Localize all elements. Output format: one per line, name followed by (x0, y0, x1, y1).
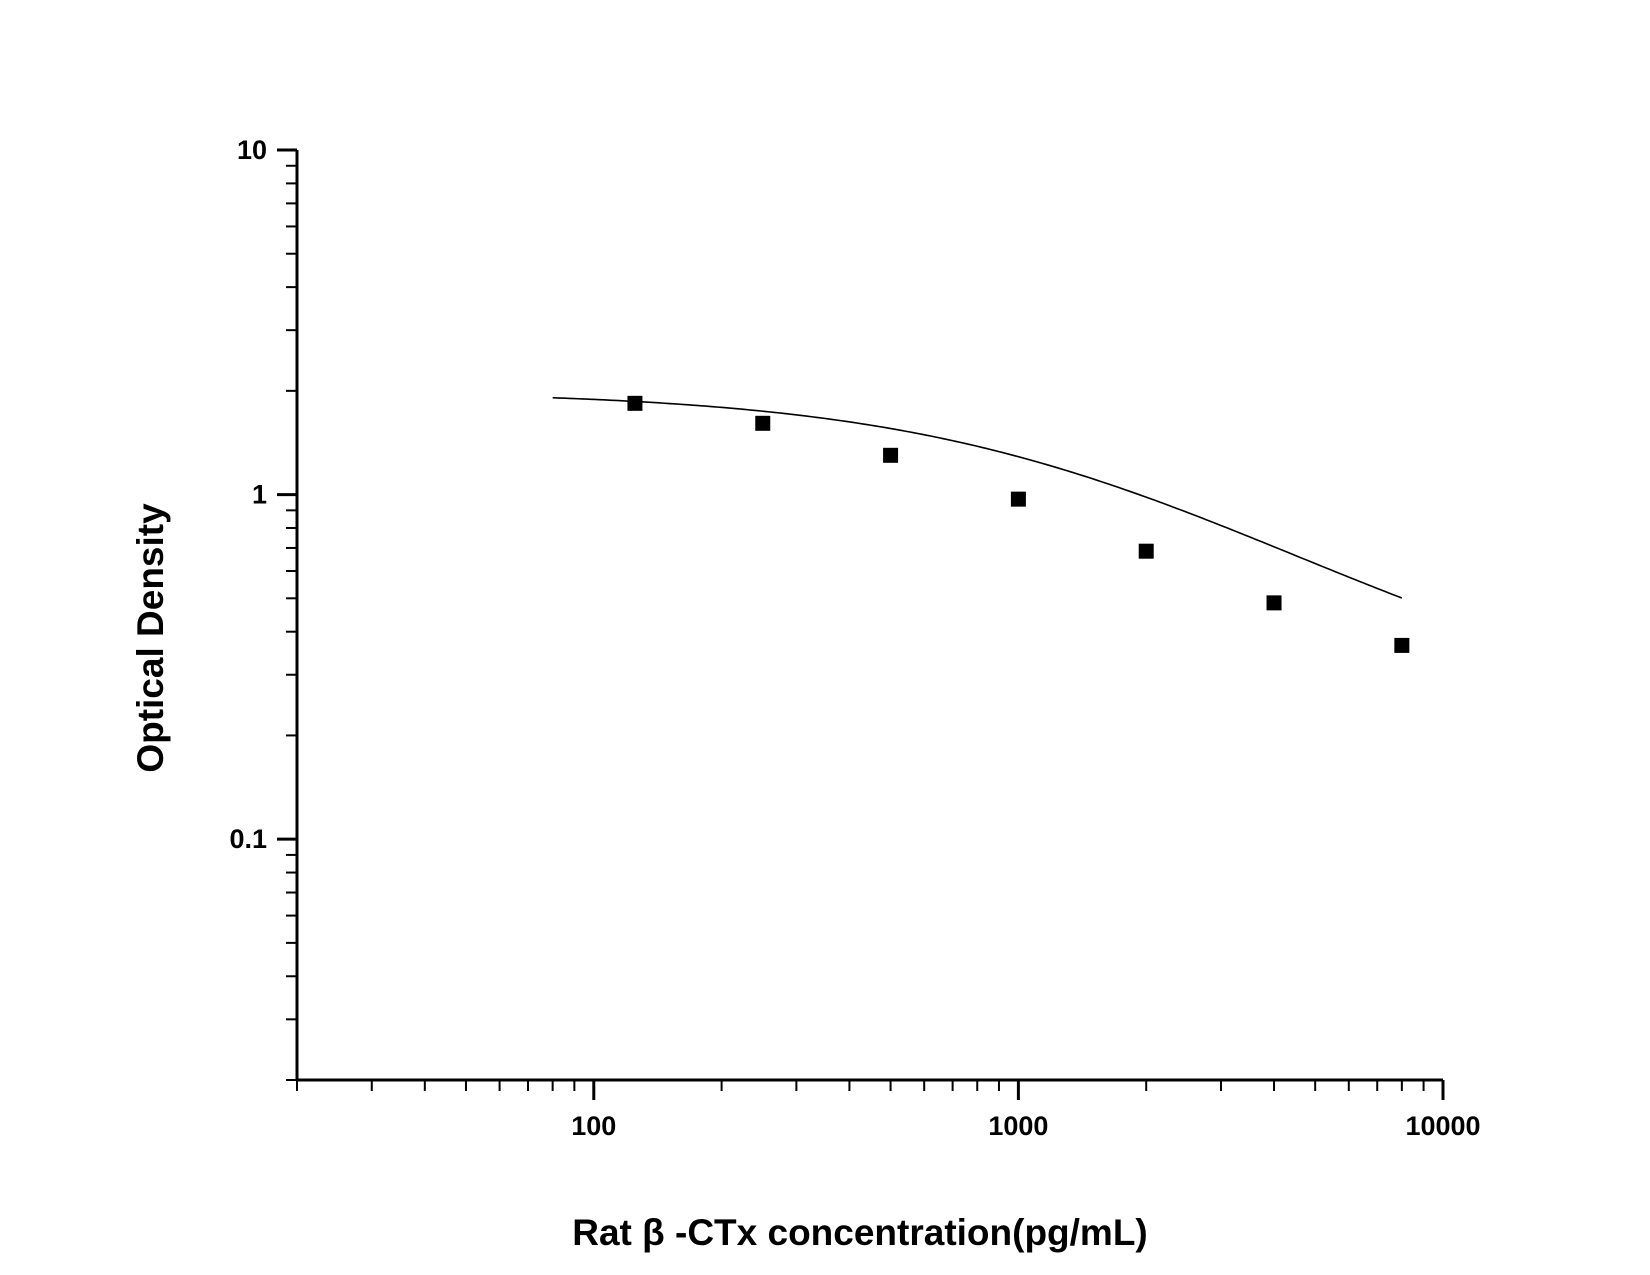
data-point-marker (627, 395, 643, 411)
x-major-ticks (592, 1080, 1445, 1100)
data-point-marker (1394, 637, 1410, 653)
data-points (627, 395, 1410, 653)
y-tick-label: 1 (252, 480, 267, 510)
x-minor-ticks (296, 1080, 1425, 1091)
x-tick-label: 1000 (988, 1111, 1048, 1141)
y-tick-labels: 0.1 1 10 (229, 135, 267, 854)
y-major-ticks (277, 148, 297, 841)
x-tick-labels: 100 1000 10000 (571, 1111, 1480, 1141)
data-point-marker (1010, 491, 1026, 507)
data-point-marker (883, 447, 899, 463)
y-axis-title: Optical Density (130, 503, 171, 773)
data-point-marker (1138, 543, 1154, 559)
y-minor-ticks (286, 164, 297, 1081)
x-axis-title: Rat β -CTx concentration(pg/mL) (572, 1212, 1148, 1253)
data-point-marker (1266, 595, 1282, 611)
x-tick-label: 10000 (1405, 1111, 1480, 1141)
fit-curve (552, 396, 1403, 599)
y-tick-label: 0.1 (229, 824, 267, 854)
y-tick-label: 10 (237, 135, 267, 165)
data-point-marker (755, 415, 771, 431)
x-tick-label: 100 (571, 1111, 616, 1141)
